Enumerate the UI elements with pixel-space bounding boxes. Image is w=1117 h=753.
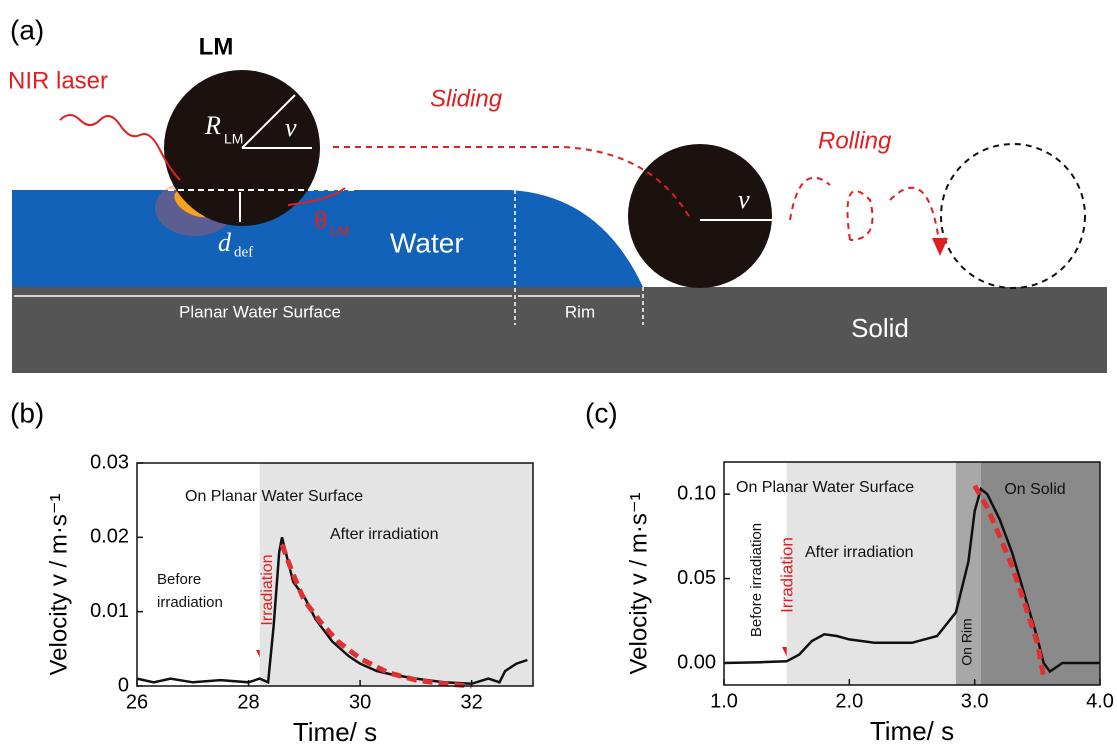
y-tick-label: 0.05 [677,567,716,589]
x-tick-label: 1.0 [710,690,738,712]
y-tick-label: 0 [118,674,129,696]
water-label: Water [390,227,464,258]
annotation: On Planar Water Surface [736,479,914,496]
annotation: On Planar Water Surface [185,488,363,505]
annotation: After irradiation [330,526,439,543]
annotation: Before [157,571,201,588]
radius-subscript: LM [224,131,243,147]
y-tick-label: 0.01 [90,600,129,622]
x-tick-label: 30 [349,691,371,713]
velocity-label: v [738,185,750,214]
annotation: On Solid [1004,481,1065,498]
panel-a: (a) LM NIR laser R LM v v Sliding Rollin… [8,14,1107,373]
x-axis-label: Time/ s [293,717,377,747]
rolling-path [790,178,940,250]
planar-label: Planar Water Surface [179,302,341,321]
lm-droplet-rim [628,144,772,288]
arrow-head [932,238,948,256]
x-tick-label: 28 [237,691,259,713]
annotation: After irradiation [805,544,914,561]
x-tick-label: 26 [126,691,148,713]
laser-label: NIR laser [8,67,108,94]
y-tick-label: 0.02 [90,526,129,548]
annotation: irradiation [157,594,223,611]
laser-beam [60,115,180,180]
x-tick-label: 3.0 [961,690,989,712]
x-axis-label: Time/ s [870,716,954,746]
solid-surface [12,287,1107,373]
annotation: Irradiation [777,537,796,613]
water [12,190,643,287]
annotation: On Rim [959,618,975,665]
panel-label: (b) [10,397,44,428]
x-tick-label: 2.0 [835,690,863,712]
sliding-label: Sliding [430,85,503,112]
figure: (a) LM NIR laser R LM v v Sliding Rollin… [0,0,1117,753]
x-tick-label: 32 [461,691,483,713]
theta-label: θ [314,207,327,234]
lm-label: LM [199,33,234,60]
y-axis-label: Velocity v / m·s⁻¹ [625,492,652,674]
y-tick-label: 0.00 [677,651,716,673]
annotation: Before irradiation [748,523,765,637]
rim-label: Rim [565,302,595,321]
radius-label: R [204,111,221,140]
panel-label: (a) [10,14,44,45]
panel-label: (c) [585,397,618,428]
depth-label: d [218,228,232,257]
y-tick-label: 0.03 [90,451,129,473]
y-axis-label: Velocity v / m·s⁻¹ [45,493,72,675]
depth-subscript: def [234,244,253,260]
lm-outline [941,144,1085,288]
x-tick-label: 4.0 [1086,690,1114,712]
theta-subscript: LM [330,223,349,239]
solid-label: Solid [851,313,909,343]
rolling-label: Rolling [818,127,892,154]
y-tick-label: 0.10 [677,482,716,504]
velocity-label: v [285,113,297,142]
